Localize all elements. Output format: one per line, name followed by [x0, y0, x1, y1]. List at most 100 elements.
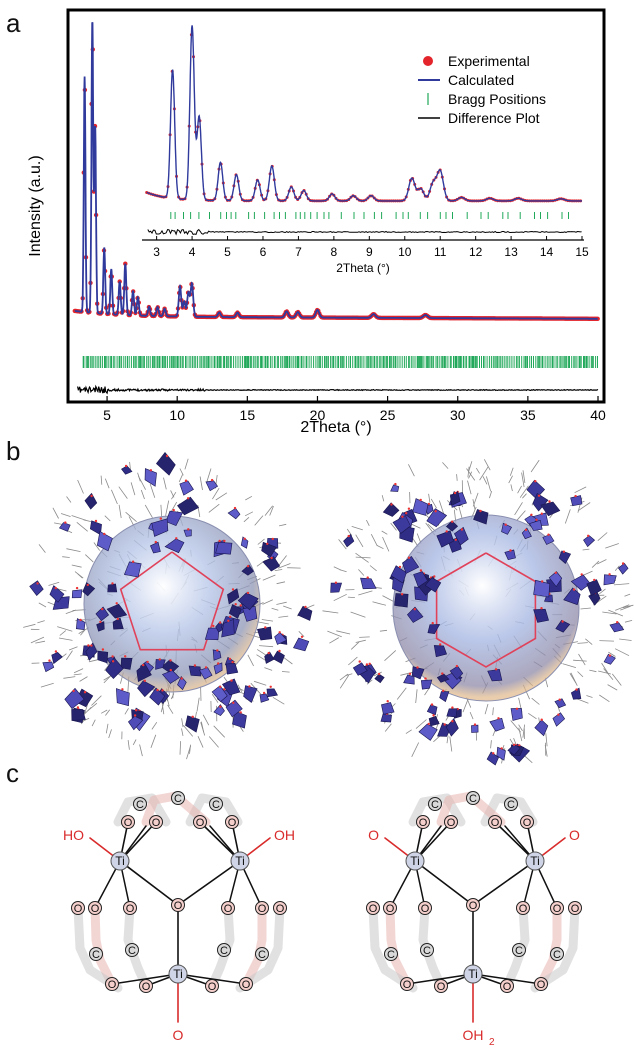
- linker-bond: [338, 539, 347, 550]
- oxygen-atom: [193, 664, 197, 667]
- tio6-polyhedron: [418, 723, 438, 741]
- oxygen-atom: [278, 649, 281, 653]
- linker-bond: [65, 650, 73, 661]
- terminal-label-left: HO: [63, 827, 84, 843]
- tio6-polyhedron: [149, 687, 166, 706]
- tio6-polyhedron: [96, 621, 105, 632]
- oxygen-atom-label: O: [421, 903, 430, 915]
- oxygen-atom-label: O: [228, 817, 237, 829]
- tio6-polyhedron: [161, 659, 180, 674]
- linker-bond: [256, 649, 267, 656]
- linker-bond: [589, 669, 597, 673]
- tio6-polyhedron: [95, 606, 110, 622]
- linker-bond: [215, 492, 228, 501]
- tio6-polyhedron: [84, 492, 98, 510]
- linker-bond: [71, 515, 86, 521]
- linker-bond: [80, 629, 86, 636]
- linker-bond: [261, 619, 274, 622]
- linker-bond: [100, 475, 103, 485]
- oxygen-atom: [540, 718, 543, 721]
- tio6-polyhedron: [177, 676, 187, 691]
- bragg-positions: [82, 356, 598, 368]
- tio6-polyhedron: [227, 508, 241, 520]
- tio6-polyhedron: [390, 484, 400, 492]
- oxygen-atom: [124, 655, 127, 658]
- linker-bond: [40, 682, 54, 688]
- linker-bond: [492, 707, 494, 716]
- carbon-atom-label: C: [507, 799, 515, 811]
- inset-x-tick-label: 5: [224, 245, 231, 259]
- linker-bond: [570, 672, 578, 686]
- linker-bond: [200, 722, 206, 736]
- linker-bond: [58, 637, 73, 641]
- linker-bond: [396, 687, 407, 700]
- oxygen-atom: [187, 528, 190, 531]
- oxygen-atom: [255, 901, 269, 915]
- linker-bond: [88, 659, 98, 663]
- linker-bond: [517, 485, 522, 494]
- tio6-polyhedron: [436, 673, 450, 683]
- linker-bond: [514, 502, 523, 516]
- oxygen-atom: [398, 565, 402, 569]
- inset-x-tick-label: 13: [504, 245, 518, 259]
- oxygen-atom: [443, 723, 446, 726]
- linker-bond: [545, 733, 548, 747]
- main-x-axis: 5 10 15 20 25 30 35 40: [103, 396, 606, 423]
- linker-bond: [530, 459, 540, 473]
- linker-bond: [510, 484, 513, 492]
- linker-bond: [257, 538, 265, 545]
- tio6-polyhedron: [213, 704, 225, 716]
- x-tick-label: 40: [590, 407, 606, 423]
- tio6-polyhedron: [215, 541, 233, 555]
- tio6-polyhedron: [82, 582, 96, 597]
- oxygen-atom: [87, 644, 90, 647]
- tio6-polyhedron: [603, 574, 617, 586]
- linker-bond: [108, 729, 112, 739]
- oxygen-atom-label: O: [523, 817, 532, 829]
- tio6-polyhedron: [221, 678, 241, 696]
- oxygen-atom: [427, 502, 431, 506]
- linker-bond: [271, 607, 279, 611]
- oxygen-atom: [365, 663, 369, 666]
- oxygen-atom-label: O: [503, 981, 512, 993]
- carbon-atom: [171, 791, 185, 805]
- tio6-polyhedron: [241, 564, 254, 576]
- linker-bond: [597, 588, 606, 596]
- carbon-atom-label: C: [515, 945, 523, 957]
- linker-bond: [577, 642, 588, 644]
- linker-bond: [105, 723, 109, 734]
- linker-bond: [129, 461, 131, 471]
- oxygen-atom-label: O: [142, 981, 151, 993]
- oxygen-atom: [218, 539, 221, 543]
- linker-bond: [281, 671, 290, 673]
- x-tick-label: 20: [310, 407, 326, 423]
- linker-bond: [171, 491, 177, 500]
- oxygen-atom: [593, 578, 596, 582]
- oxygen-atom: [418, 901, 432, 915]
- tio6-polyhedron: [552, 712, 566, 727]
- carbon-atom-label: C: [469, 793, 477, 805]
- linker-bond: [60, 513, 71, 517]
- tio6-polyhedron: [533, 579, 551, 598]
- inset-x-tick-label: 3: [153, 245, 160, 259]
- linker-bond: [276, 601, 287, 605]
- oxygen-atom: [239, 977, 253, 991]
- oxygen-atom: [88, 901, 102, 915]
- linker-bond: [140, 489, 145, 500]
- tio6-polyhedron: [450, 491, 461, 506]
- tio6-polyhedron: [89, 520, 102, 536]
- tio6-polyhedron: [382, 502, 400, 517]
- plot-frame: [66, 8, 606, 404]
- linker-bond: [379, 629, 388, 632]
- linker-bond: [111, 489, 118, 505]
- tio6-polyhedron: [439, 691, 450, 703]
- inset-calculated-series: [146, 25, 582, 202]
- oxygen-atom: [358, 660, 361, 663]
- x-tick-label: 25: [380, 407, 396, 423]
- oxygen-atom: [86, 583, 90, 587]
- carboxylate-band: [73, 903, 123, 993]
- oxygen-atom: [366, 576, 369, 579]
- oxygen-atom: [366, 901, 380, 915]
- linker-bond: [569, 673, 577, 684]
- oxygen-atom: [473, 723, 477, 726]
